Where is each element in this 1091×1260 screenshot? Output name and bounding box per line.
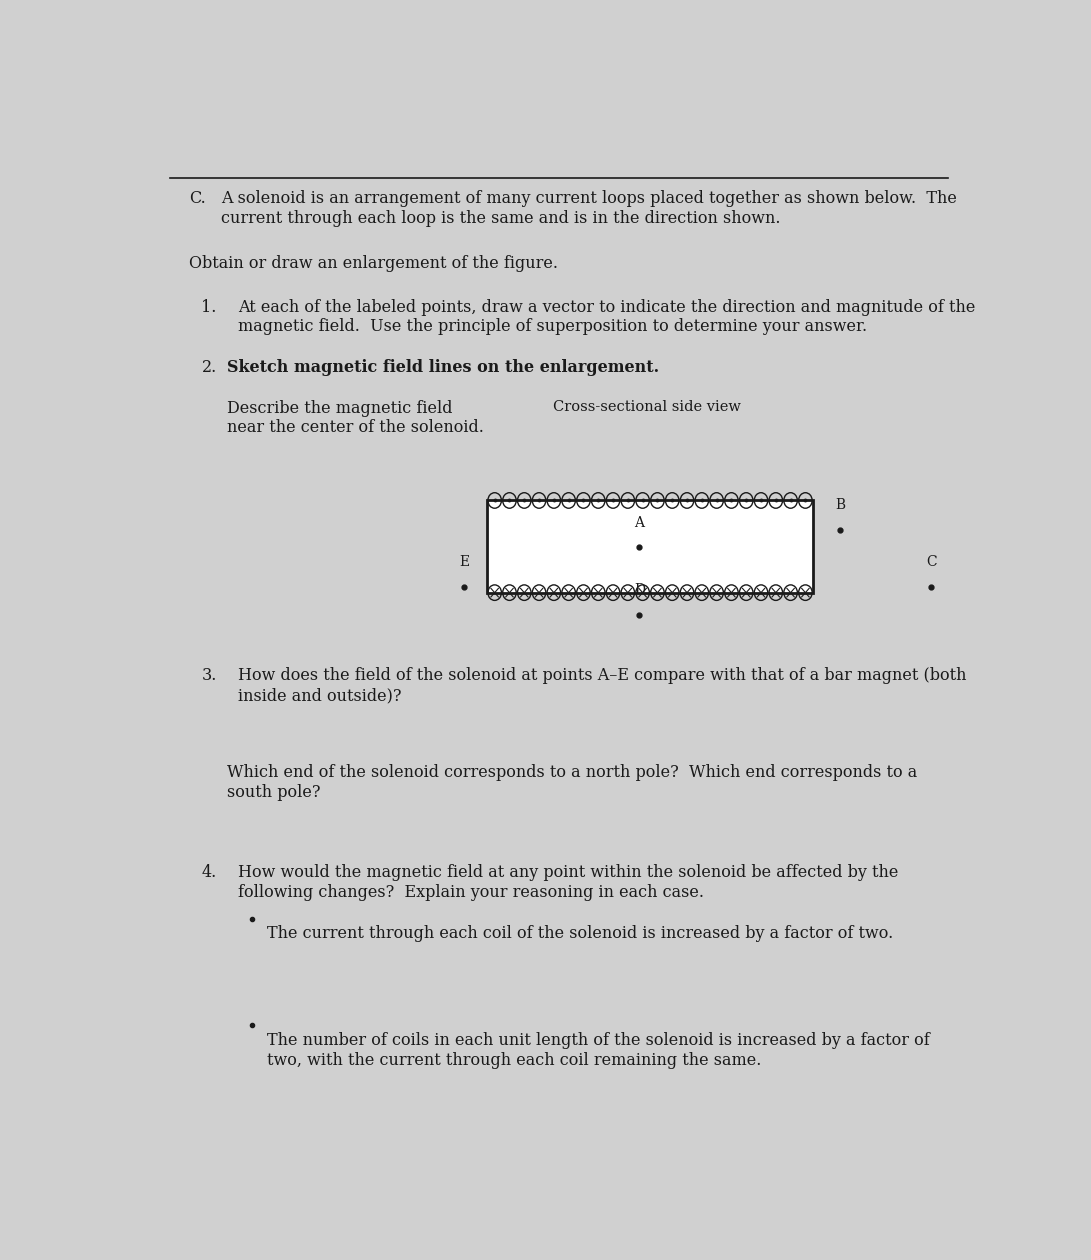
Text: 3.: 3. [202,668,217,684]
Text: A: A [635,515,645,529]
Text: 2.: 2. [202,359,217,375]
Text: How would the magnetic field at any point within the solenoid be affected by the: How would the magnetic field at any poin… [238,864,898,901]
Text: A solenoid is an arrangement of many current loops placed together as shown belo: A solenoid is an arrangement of many cur… [220,190,957,227]
Text: E: E [459,556,469,570]
Text: Obtain or draw an enlargement of the figure.: Obtain or draw an enlargement of the fig… [189,255,558,272]
Text: 4.: 4. [202,864,217,881]
Text: The current through each coil of the solenoid is increased by a factor of two.: The current through each coil of the sol… [267,925,894,942]
Text: Which end of the solenoid corresponds to a north pole?  Which end corresponds to: Which end of the solenoid corresponds to… [227,765,918,801]
Text: Sketch magnetic field lines on the enlargement.: Sketch magnetic field lines on the enlar… [227,359,659,375]
Text: D: D [634,583,645,597]
Text: At each of the labeled points, draw a vector to indicate the direction and magni: At each of the labeled points, draw a ve… [238,299,975,335]
Text: Cross-sectional side view: Cross-sectional side view [553,399,741,413]
Text: The number of coils in each unit length of the solenoid is increased by a factor: The number of coils in each unit length … [267,1032,931,1068]
Text: B: B [835,498,844,512]
Text: C.: C. [189,190,205,207]
Text: How does the field of the solenoid at points A–E compare with that of a bar magn: How does the field of the solenoid at po… [238,668,967,704]
Text: C: C [926,556,936,570]
Bar [488,500,813,592]
Text: Describe the magnetic field
near the center of the solenoid.: Describe the magnetic field near the cen… [227,399,483,436]
Text: 1.: 1. [202,299,217,316]
